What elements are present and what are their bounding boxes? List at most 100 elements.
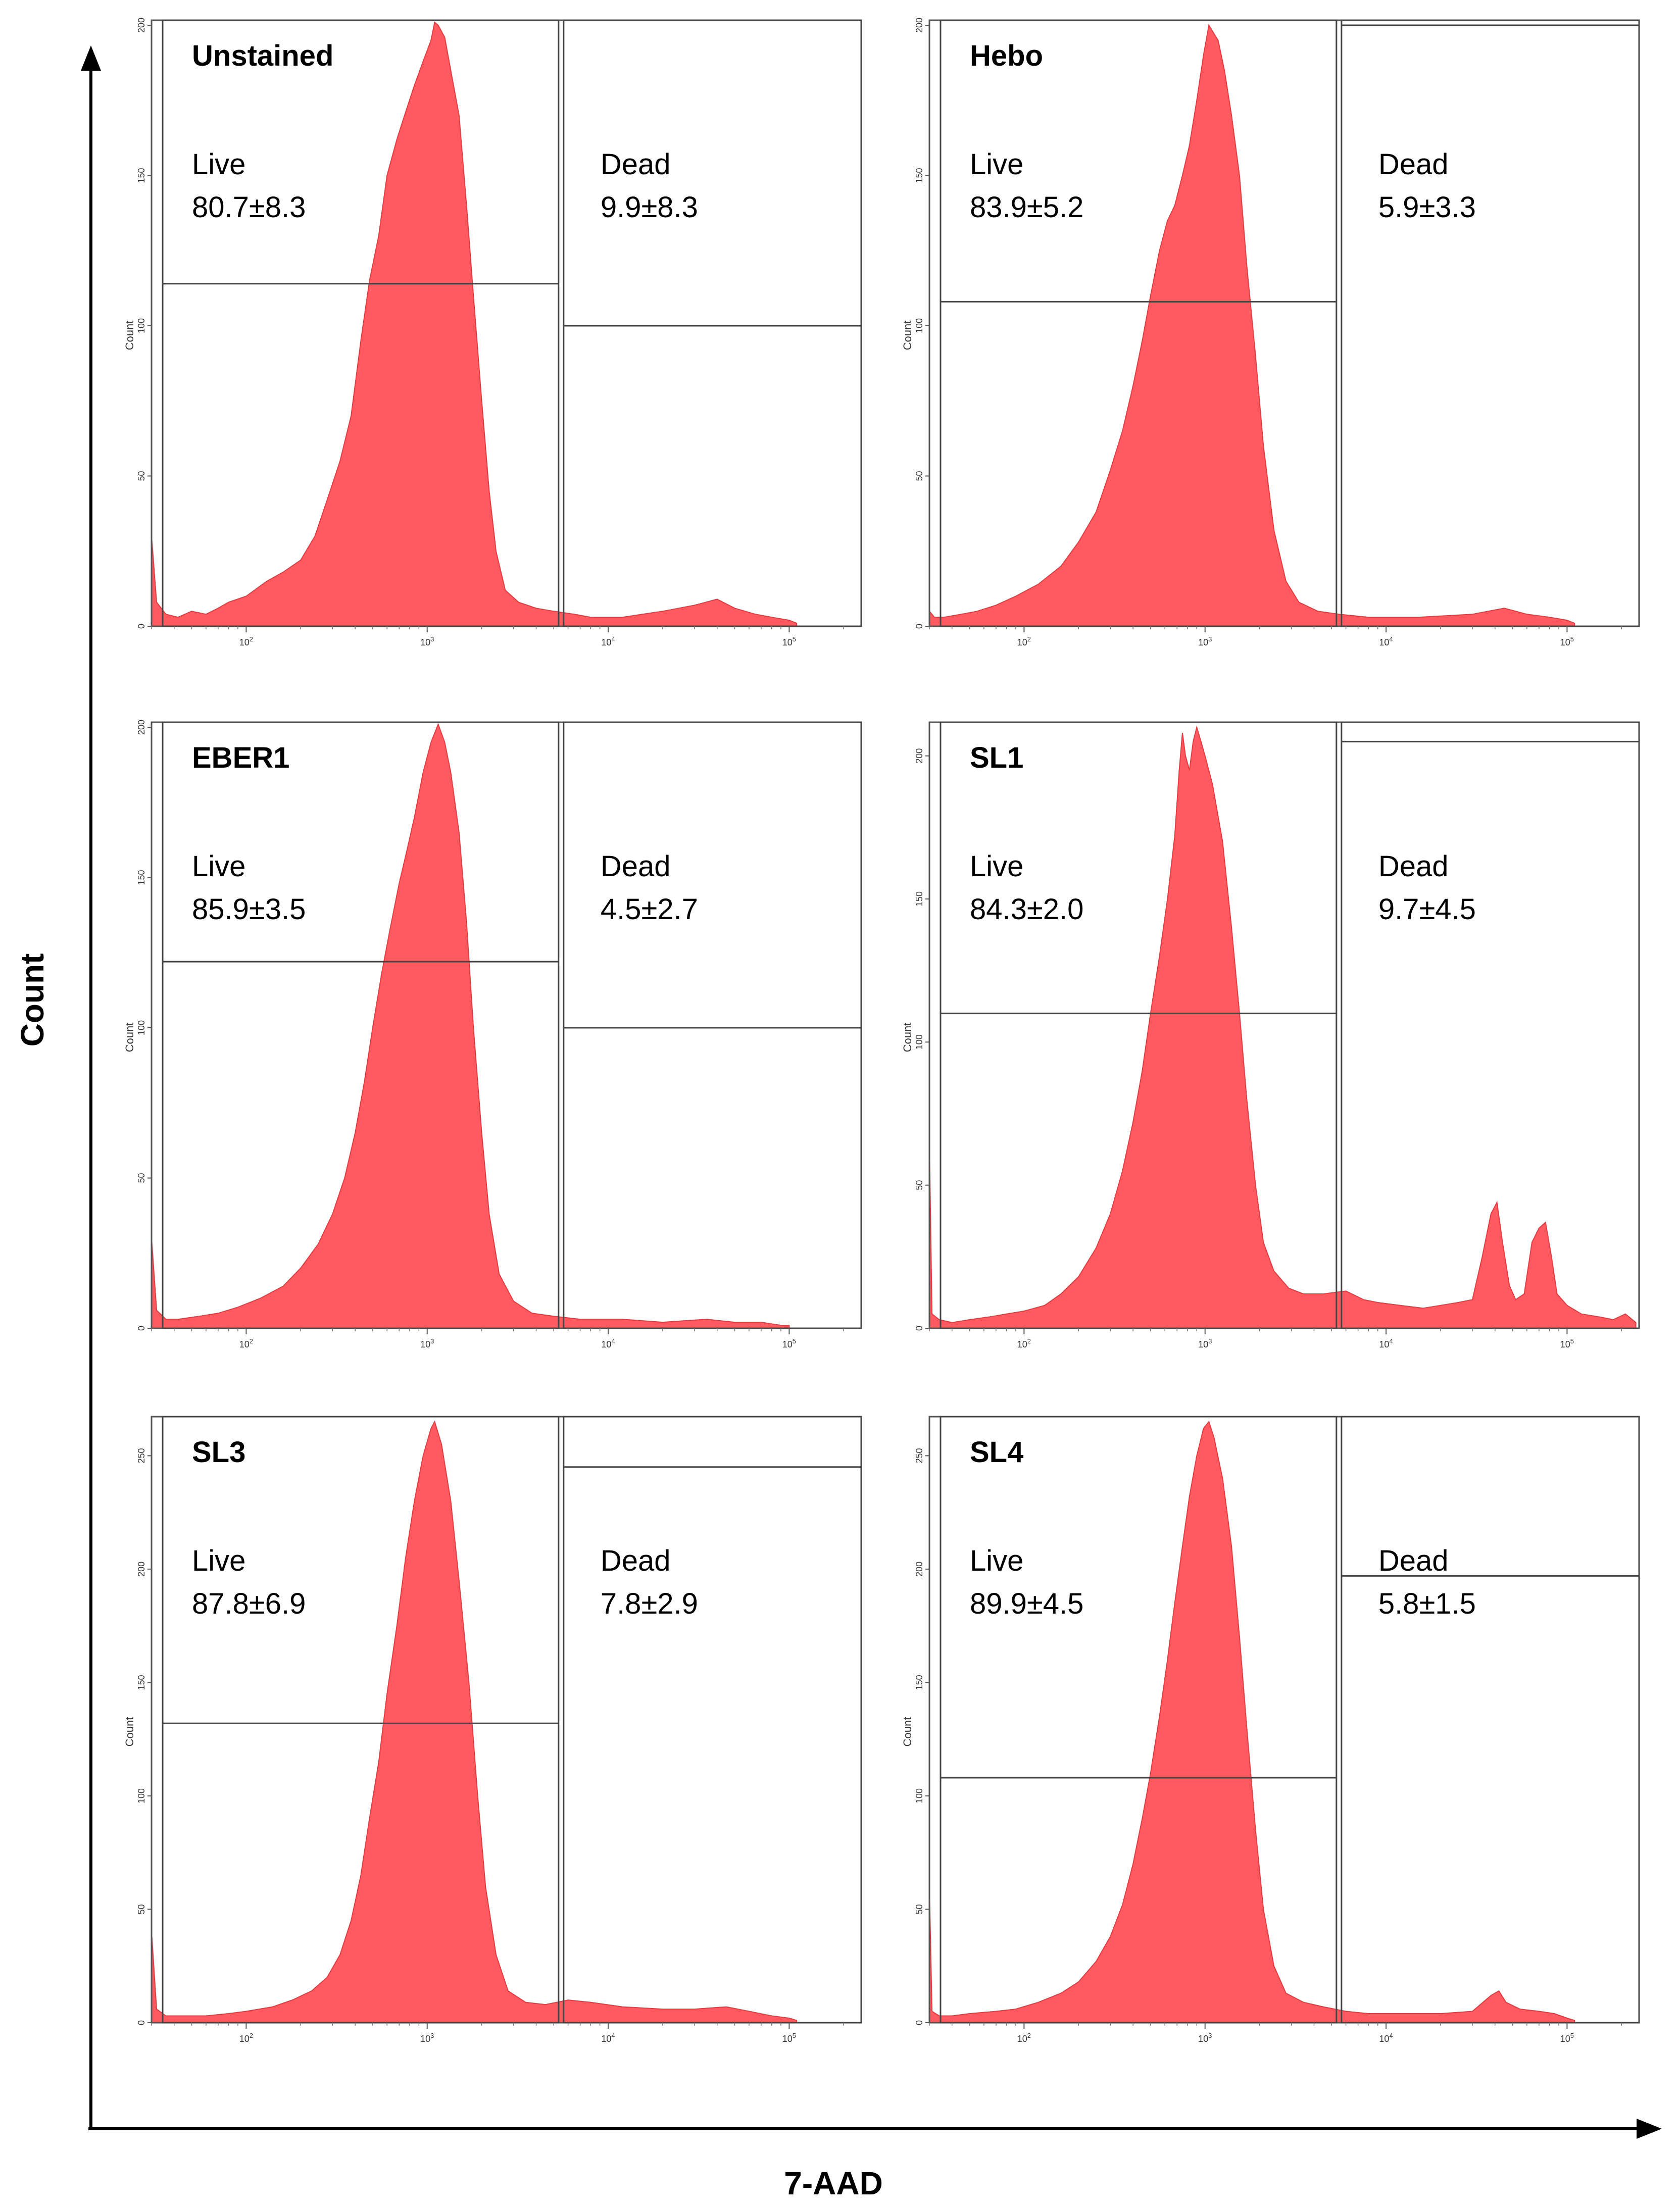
x-tick-base: 10	[601, 1339, 611, 1349]
y-tick-label: 150	[914, 891, 924, 907]
y-tick-label: 200	[136, 18, 146, 33]
x-tick-label: 104	[1379, 2032, 1393, 2044]
x-tick-exp: 5	[1570, 635, 1574, 643]
x-tick-base: 10	[1379, 637, 1389, 647]
x-tick-exp: 3	[430, 2032, 434, 2039]
y-tick-label: 150	[136, 168, 146, 183]
x-tick-label: 103	[1198, 2032, 1212, 2044]
x-tick-exp: 2	[1027, 1337, 1031, 1345]
histogram	[929, 1420, 1575, 2023]
x-tick-label: 104	[1379, 1337, 1393, 1349]
x-tick-label: 102	[239, 2032, 253, 2044]
x-tick-label: 104	[1379, 635, 1393, 647]
panel-title: Hebo	[970, 39, 1043, 72]
panel-y-label: Count	[901, 1023, 914, 1053]
live-gate	[162, 19, 560, 627]
y-tick-label: 50	[136, 1173, 146, 1183]
dead-gate	[563, 19, 862, 627]
plot-frame	[928, 19, 1640, 627]
live-value: 89.9±4.5	[970, 1587, 1083, 1620]
y-tick-label: 50	[136, 471, 146, 481]
x-tick-label: 104	[601, 635, 615, 647]
dead-label: Dead	[1378, 850, 1449, 883]
histogram	[151, 21, 798, 627]
x-tick-base: 10	[1017, 2034, 1027, 2044]
y-tick-label: 50	[914, 471, 924, 481]
live-gate	[162, 721, 560, 1329]
x-tick-exp: 5	[793, 1337, 796, 1345]
y-tick-label: 150	[914, 168, 924, 183]
x-tick-exp: 4	[611, 1337, 615, 1345]
dead-value: 9.9±8.3	[601, 191, 698, 224]
dead-gate	[563, 1416, 862, 2024]
x-tick-base: 10	[782, 2034, 793, 2044]
y-tick-label: 200	[914, 748, 924, 764]
y-tick-label: 200	[136, 720, 146, 735]
x-tick-base: 10	[1198, 1339, 1208, 1349]
x-tick-label: 103	[420, 635, 434, 647]
y-tick-label: 150	[136, 1675, 146, 1690]
plot-frame	[151, 721, 862, 1329]
x-tick-base: 10	[239, 1339, 250, 1349]
y-tick-label: 200	[136, 1562, 146, 1577]
y-axis-title: Count	[14, 954, 51, 1047]
live-value: 85.9±3.5	[192, 893, 306, 926]
y-tick-label: 50	[136, 1904, 146, 1914]
y-tick-label: 0	[914, 2020, 924, 2025]
x-tick-exp: 4	[611, 635, 615, 643]
x-tick-base: 10	[1560, 2034, 1570, 2044]
y-tick-label: 150	[136, 870, 146, 885]
x-tick-exp: 2	[250, 1337, 253, 1345]
live-gate	[162, 1416, 560, 2024]
x-tick-base: 10	[601, 2034, 611, 2044]
x-tick-exp: 4	[1389, 2032, 1393, 2039]
x-tick-exp: 4	[611, 2032, 615, 2039]
panel-title: SL1	[970, 741, 1023, 774]
y-tick-label: 100	[914, 318, 924, 333]
panel-title: SL3	[192, 1436, 245, 1469]
panel-title: SL4	[970, 1436, 1023, 1469]
dead-value: 7.8±2.9	[601, 1587, 698, 1620]
panel-title: Unstained	[192, 39, 333, 72]
y-tick-label: 0	[914, 1326, 924, 1331]
x-tick-base: 10	[1017, 1339, 1027, 1349]
live-value: 83.9±5.2	[970, 191, 1083, 224]
plot-frame	[928, 721, 1640, 1329]
x-tick-base: 10	[1198, 637, 1208, 647]
histogram	[151, 1420, 798, 2023]
x-tick-exp: 4	[1389, 1337, 1393, 1345]
y-tick-label: 100	[914, 1788, 924, 1804]
dead-label: Dead	[601, 148, 671, 181]
dead-value: 5.8±1.5	[1378, 1587, 1476, 1620]
panel-title: EBER1	[192, 741, 289, 774]
y-tick-label: 100	[914, 1034, 924, 1049]
x-tick-label: 102	[1017, 1337, 1031, 1349]
dead-value: 4.5±2.7	[601, 893, 698, 926]
panel-y-label: Count	[123, 1023, 136, 1053]
live-value: 84.3±2.0	[970, 893, 1083, 926]
x-tick-label: 103	[1198, 1337, 1212, 1349]
y-tick-label: 0	[914, 624, 924, 629]
x-tick-base: 10	[420, 2034, 430, 2044]
x-tick-base: 10	[1560, 1339, 1570, 1349]
x-tick-label: 105	[782, 2032, 796, 2044]
y-tick-label: 0	[136, 624, 146, 629]
x-tick-base: 10	[782, 637, 793, 647]
dead-label: Dead	[601, 1544, 671, 1577]
plot-frame	[151, 1416, 862, 2024]
panel-y-label: Count	[123, 1717, 136, 1747]
x-axis-title: 7-AAD	[784, 2165, 883, 2201]
y-tick-label: 0	[136, 1326, 146, 1331]
y-tick-label: 250	[136, 1448, 146, 1463]
x-tick-label: 105	[1560, 2032, 1574, 2044]
x-tick-exp: 3	[1208, 1337, 1212, 1345]
x-tick-exp: 5	[1570, 1337, 1574, 1345]
live-label: Live	[970, 1544, 1023, 1577]
x-tick-label: 102	[1017, 2032, 1031, 2044]
x-tick-label: 105	[1560, 1337, 1574, 1349]
live-value: 80.7±8.3	[192, 191, 306, 224]
x-tick-exp: 5	[793, 635, 796, 643]
